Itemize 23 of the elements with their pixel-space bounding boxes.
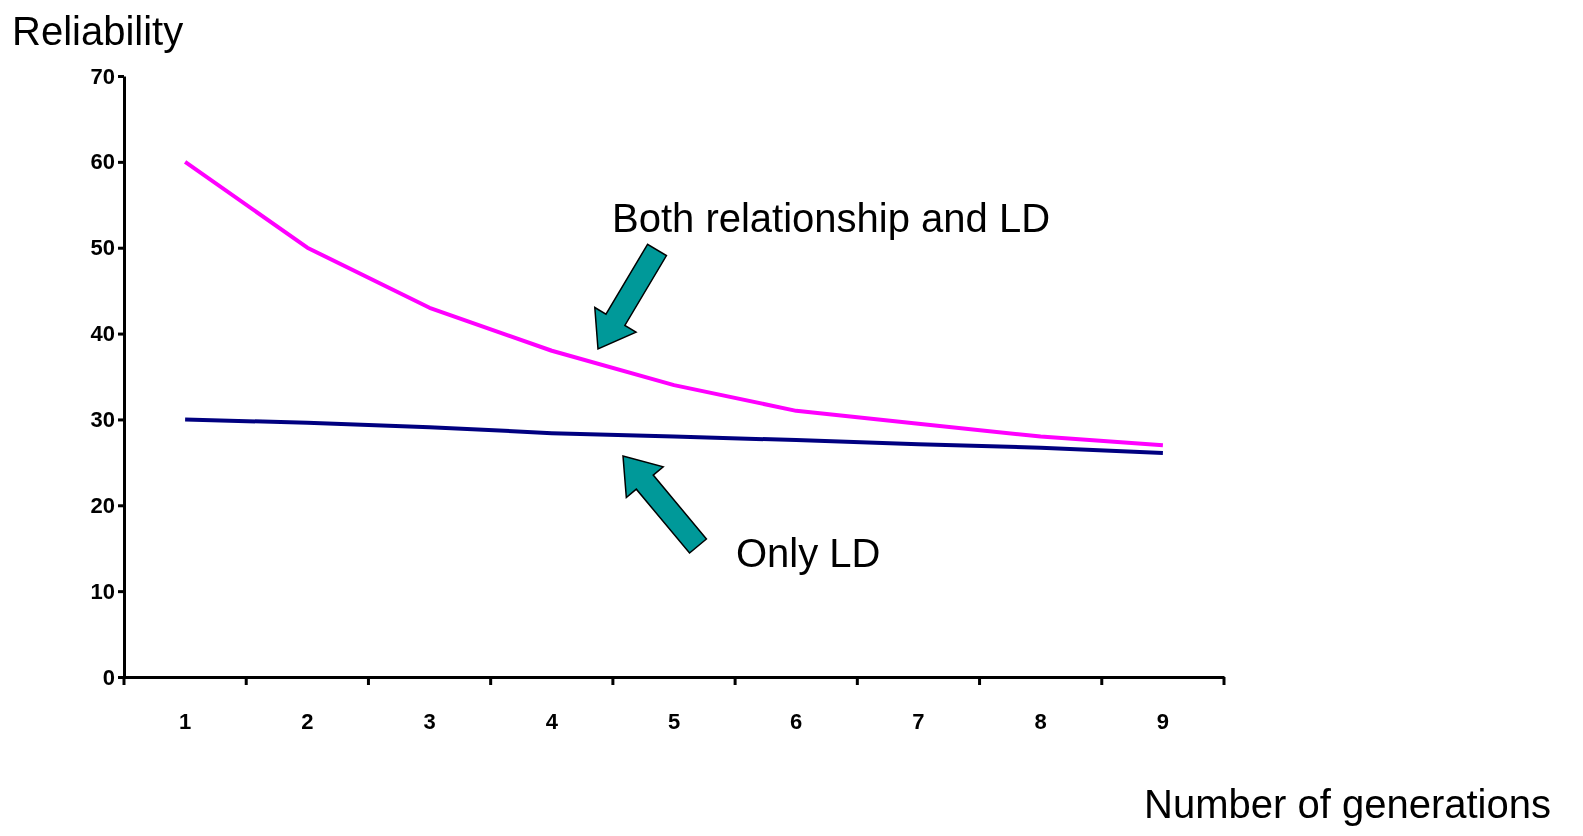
y-tick-label: 20 xyxy=(90,492,115,518)
x-tick-label: 3 xyxy=(423,708,436,734)
annotation: Only LD xyxy=(736,531,881,575)
y-tick-label: 30 xyxy=(90,406,115,432)
x-tick-label: 1 xyxy=(178,708,192,734)
x-tick-label: 4 xyxy=(545,708,559,734)
line-series xyxy=(183,417,1165,455)
x-tick-label: 9 xyxy=(1156,708,1170,734)
y-tick-label: 40 xyxy=(90,321,115,347)
y-tick-label: 60 xyxy=(90,149,115,175)
x-tick-label: 7 xyxy=(912,708,925,734)
x-tick-label: 5 xyxy=(667,708,681,734)
x-axis-title: Number of generations xyxy=(1144,782,1551,826)
x-tick-label: 6 xyxy=(790,708,803,734)
annotation: Both relationship and LD xyxy=(612,196,1051,240)
x-tick-label: 2 xyxy=(301,708,314,734)
y-tick-label: 10 xyxy=(90,578,115,604)
y-tick-label: 0 xyxy=(102,664,115,690)
y-axis-title: Reliability xyxy=(12,9,184,53)
x-tick-label: 8 xyxy=(1034,708,1047,734)
y-tick-label: 50 xyxy=(90,235,115,261)
line-series xyxy=(183,159,1165,448)
y-tick-label: 70 xyxy=(90,63,115,89)
